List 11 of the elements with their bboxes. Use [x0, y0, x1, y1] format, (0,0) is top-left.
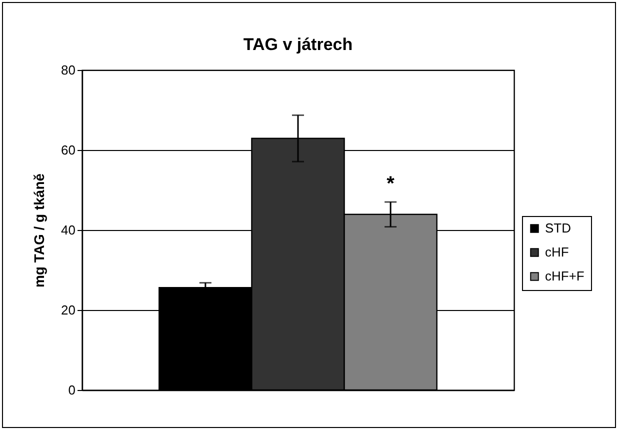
- legend-label: cHF+F: [545, 268, 584, 284]
- y-tick-label: 80: [61, 62, 76, 78]
- y-tick-label: 0: [68, 382, 76, 398]
- chart-title: TAG v játrech: [243, 35, 353, 54]
- y-axis-title: mg TAG / g tkáně: [31, 173, 48, 288]
- y-tick-label: 20: [61, 302, 76, 318]
- legend-label: STD: [545, 220, 571, 236]
- legend-label: cHF: [545, 244, 569, 260]
- annotation: *: [386, 173, 395, 195]
- y-tick-label: 60: [61, 142, 76, 158]
- y-tick-label: 40: [61, 222, 76, 238]
